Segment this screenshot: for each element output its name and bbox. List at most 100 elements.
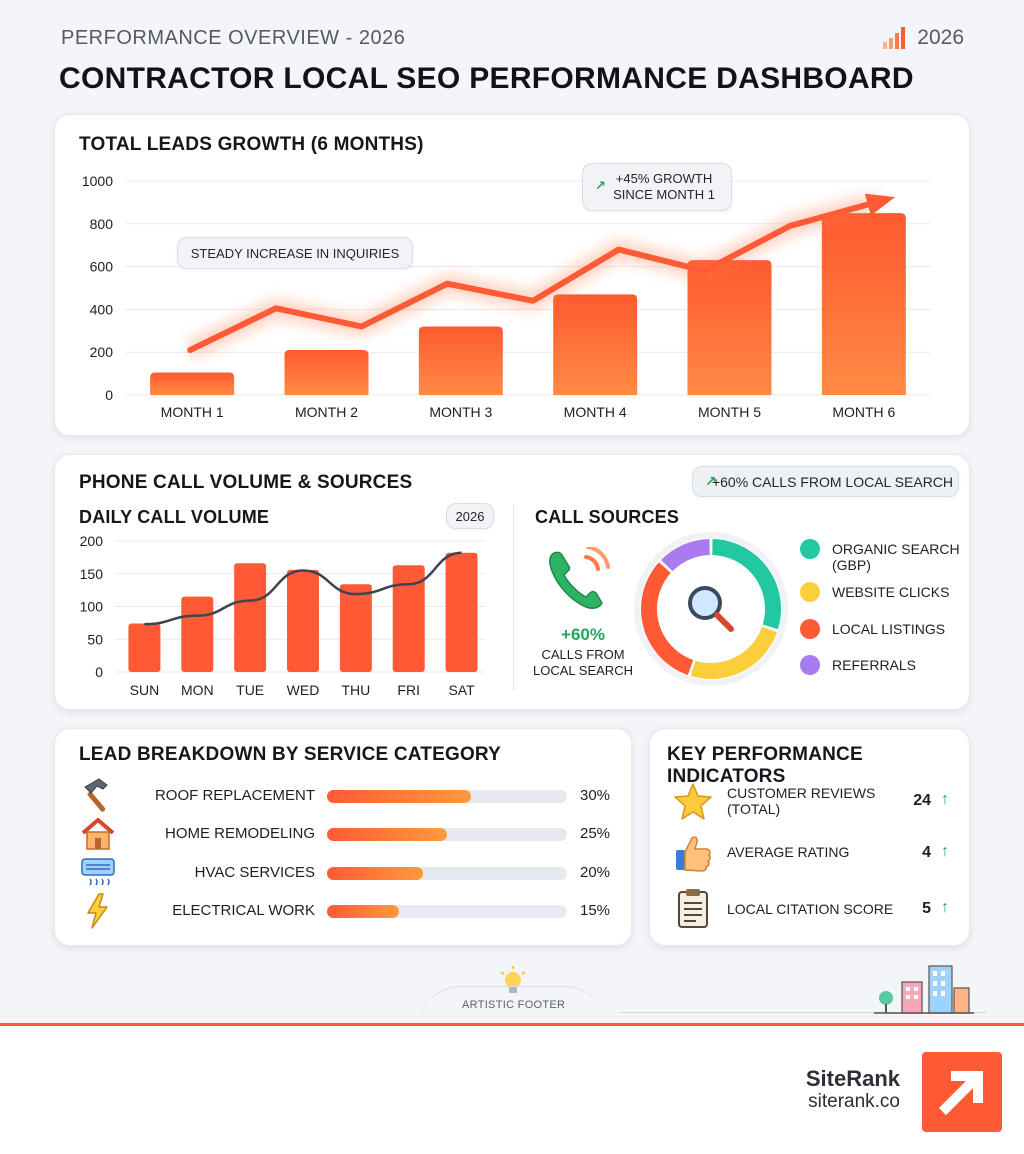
lightning-icon	[87, 893, 108, 929]
service-pct-roof: 30%	[580, 787, 611, 804]
legend-dot-organic	[800, 539, 820, 559]
calls-bar	[445, 552, 478, 672]
footer-band	[0, 1026, 1024, 1154]
leads-bar	[821, 213, 906, 395]
daily-call-chart: 0 50 100 150 200 SUN MON TUE WED THU FRI SAT	[80, 533, 485, 698]
magnifier-lens	[688, 586, 722, 620]
leads-bar	[150, 372, 235, 395]
badge-label: +60% CALLS FROM LOCAL SEARCH	[711, 474, 954, 490]
legend-local-listings: LOCAL LISTINGS	[800, 619, 946, 639]
kpi-arrow-rating: ↑	[941, 843, 949, 860]
calls-local-search-badge: ↗ +60% CALLS FROM LOCAL SEARCH	[692, 466, 959, 497]
calls-bar	[128, 623, 161, 672]
phone-stat-line2: LOCAL SEARCH	[533, 663, 633, 678]
legend-organic-search: ORGANIC SEARCH (GBP)	[800, 539, 960, 573]
brand-name: SiteRank	[805, 1066, 900, 1091]
kpi-row-rating: AVERAGE RATING 4 ↑	[650, 832, 971, 874]
leads-y-tick: 600	[90, 259, 114, 275]
donut-slice	[641, 562, 694, 676]
calls-x-label: TUE	[236, 682, 264, 698]
footer-accent-line	[0, 1023, 1024, 1026]
kpi-label-citation: LOCAL CITATION SCORE	[727, 901, 894, 917]
leads-trend-arrowhead	[864, 193, 896, 216]
legend-dot-listings	[800, 619, 820, 639]
magnifier-handle	[714, 612, 734, 632]
kpi-value-reviews: 24	[913, 792, 931, 809]
kpi-label-reviews-line1: CUSTOMER REVIEWS	[727, 785, 876, 801]
leads-y-tick: 400	[90, 301, 114, 317]
calls-x-label: WED	[287, 682, 320, 698]
daily-call-year: 2026	[446, 503, 494, 529]
header-year-label: 2026	[917, 26, 964, 49]
legend-referrals: REFERRALS	[800, 655, 916, 675]
leads-y-tick: 1000	[82, 173, 113, 189]
legend-listings-label: LOCAL LISTINGS	[832, 621, 946, 637]
kpi-arrow-reviews: ↑	[941, 791, 949, 808]
leads-trend-line	[187, 199, 879, 354]
calls-x-label: FRI	[397, 682, 420, 698]
legend-website-clicks: WEBSITE CLICKS	[800, 582, 950, 602]
hammer-icon	[84, 778, 108, 812]
service-pct-remodeling: 25%	[580, 825, 611, 842]
service-track-electrical	[327, 905, 567, 918]
calls-bar	[234, 563, 267, 672]
page-title: CONTRACTOR LOCAL SEO PERFORMANCE DASHBOA…	[59, 62, 914, 95]
growth-arrow-icon: ↗	[595, 178, 606, 193]
phone-icon	[549, 547, 610, 609]
leads-bar	[553, 294, 638, 395]
calls-x-label: MON	[181, 682, 214, 698]
kpi-label-reviews: CUSTOMER REVIEWS (TOTAL)	[727, 785, 875, 817]
kpi-label-rating: AVERAGE RATING	[727, 844, 850, 860]
city-skyline-icon	[874, 965, 974, 1014]
service-track-roof	[327, 790, 567, 803]
calls-y-tick: 150	[80, 566, 104, 582]
calls-y-tick: 100	[80, 599, 104, 615]
service-label-electrical: ELECTRICAL WORK	[172, 902, 315, 919]
brand-url[interactable]: siterank.co	[808, 1091, 900, 1112]
house-icon	[81, 818, 115, 850]
service-label-roof: ROOF REPLACEMENT	[154, 787, 315, 804]
footer-divider-line	[620, 1012, 986, 1013]
service-pct-electrical: 15%	[580, 902, 611, 919]
magnifier-icon	[688, 586, 734, 632]
call-sources-title: CALL SOURCES	[535, 507, 680, 527]
header-eyebrow: PERFORMANCE OVERVIEW - 2026	[61, 27, 406, 49]
calls-divider	[513, 505, 514, 691]
calls-x-label: SUN	[130, 682, 160, 698]
clipboard-icon	[678, 889, 708, 928]
leads-trend-glow	[186, 193, 879, 359]
leads-bar	[284, 350, 369, 395]
leads-y-tick: 200	[90, 344, 114, 360]
leads-y-tick: 0	[105, 387, 113, 403]
service-pct-hvac: 20%	[580, 864, 611, 881]
service-track-hvac	[327, 867, 567, 880]
calls-x-label: SAT	[448, 682, 475, 698]
service-bar-electrical	[327, 905, 399, 918]
legend-website-label: WEBSITE CLICKS	[832, 584, 950, 600]
calls-y-tick: 200	[80, 533, 104, 549]
thumbs-up-icon	[676, 836, 711, 872]
leads-growth-chart: 0 200 400 600 800 1000 MONTH 1 MONTH 2 MONTH 3 MO…	[82, 173, 931, 420]
service-track-remodeling	[327, 828, 567, 841]
header-year: 2026	[883, 26, 964, 50]
lead-breakdown-card: LEAD BREAKDOWN BY SERVICE CATEGORY ROOF …	[54, 728, 632, 946]
calls-y-tick: 0	[95, 664, 103, 680]
service-label-remodeling: HOME REMODELING	[164, 825, 315, 842]
kpi-value-citation: 5	[922, 900, 931, 917]
legend-organic-line2: (GBP)	[832, 557, 871, 573]
breakdown-title: LEAD BREAKDOWN BY SERVICE CATEGORY	[79, 744, 502, 765]
star-icon	[674, 783, 712, 820]
leads-x-label: MONTH 4	[564, 404, 627, 420]
brand-logo[interactable]	[922, 1052, 1002, 1132]
daily-call-title: DAILY CALL VOLUME	[79, 507, 270, 527]
lightbulb-icon	[500, 966, 526, 993]
donut-slice	[712, 539, 781, 630]
kpi-label-reviews-line2: (TOTAL)	[727, 801, 781, 817]
legend-organic-line1: ORGANIC SEARCH	[832, 541, 960, 557]
leads-x-label: MONTH 2	[295, 404, 358, 420]
artistic-footer-label: ARTISTIC FOOTER	[462, 999, 566, 1011]
calls-y-tick: 50	[87, 631, 103, 647]
kpi-title: KEY PERFORMANCE INDICATORS	[667, 744, 863, 787]
service-row-remodeling: HOME REMODELING 25%	[55, 818, 633, 850]
legend-dot-website	[800, 582, 820, 602]
